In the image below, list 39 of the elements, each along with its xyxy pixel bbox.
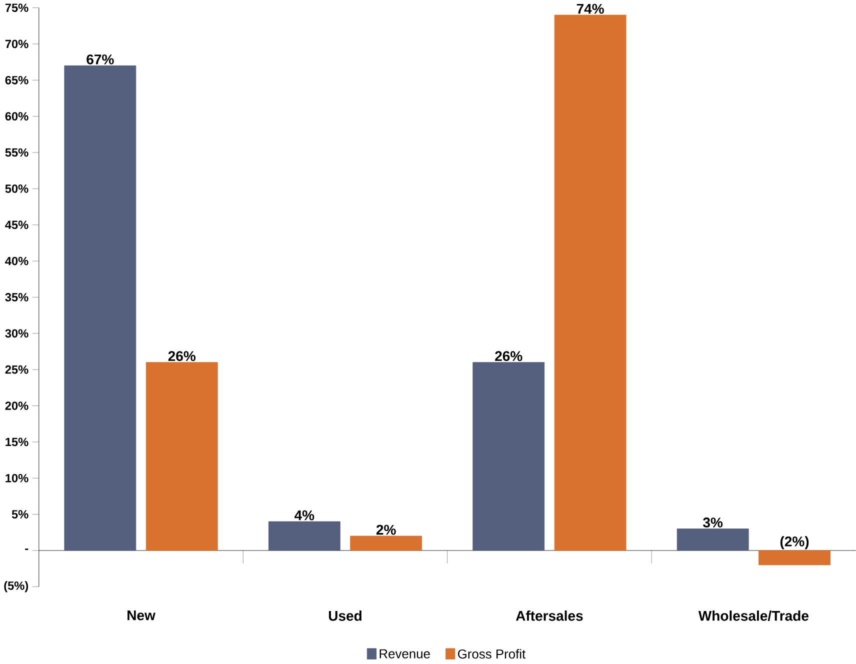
legend-label: Revenue (380, 649, 430, 658)
y-tick-label: 10% (6, 474, 28, 482)
y-tick-label: 65% (5, 76, 28, 84)
x-tick-label: Used (328, 610, 362, 621)
y-tick-label: 75% (5, 3, 28, 12)
data-label: (2%) (780, 536, 809, 550)
y-tick-label: 45% (5, 220, 28, 229)
data-label: 4% (294, 510, 314, 520)
data-label: 67% (86, 54, 114, 64)
y-tick-label: 35% (5, 292, 28, 302)
data-label: 26% (495, 350, 522, 361)
y-tick-label: 40% (5, 256, 28, 266)
data-label: 3% (703, 517, 723, 528)
bar (64, 65, 136, 551)
bar (554, 14, 626, 551)
bar (758, 550, 830, 565)
y-tick-label: 60% (5, 112, 28, 120)
y-tick-label: 20% (5, 401, 28, 410)
y-tick-label: 25% (5, 365, 28, 374)
legend-label: Gross Profit (458, 648, 526, 658)
y-tick-label: (5%) (4, 580, 28, 592)
bar (472, 362, 545, 551)
y-tick-label: 70% (5, 40, 28, 48)
y-tick-label: 55% (5, 148, 28, 156)
bar (676, 528, 749, 551)
bar (146, 362, 218, 551)
data-label: 26% (168, 350, 196, 361)
x-tick-label: Aftersales (516, 610, 583, 621)
bar (268, 521, 340, 551)
y-tick-label: 30% (5, 329, 28, 338)
x-tick-label: New (128, 610, 156, 620)
data-label: 2% (376, 524, 396, 535)
y-tick-label: - (25, 548, 28, 550)
y-tick-label: 5% (12, 510, 28, 518)
y-tick-label: 15% (6, 438, 28, 446)
y-tick-label: 50% (5, 184, 28, 193)
x-tick-label: Wholesale/Trade (698, 610, 808, 621)
bar (350, 536, 422, 551)
data-label: 74% (576, 4, 604, 14)
